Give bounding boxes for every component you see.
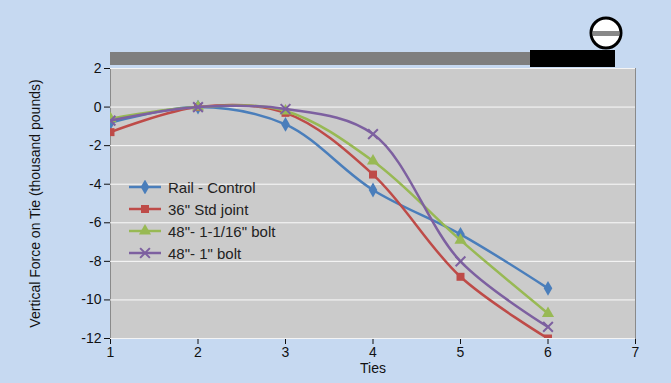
html-text:48"- 1-1/16" bolt: 48"- 1-1/16" bolt [168,222,276,240]
svg-text:-4: -4 [89,176,102,192]
svg-text:4: 4 [369,344,377,360]
svg-text:Vertical Force on Tie (thousan: Vertical Force on Tie (thousand pounds) [27,79,43,327]
svg-text:3: 3 [282,344,290,360]
svg-text:-2: -2 [89,137,102,153]
svg-text:-8: -8 [89,253,102,269]
html-text:Rail - Control: Rail - Control [168,178,256,196]
svg-text:5: 5 [457,344,465,360]
svg-text:2: 2 [94,60,102,76]
svg-text:2: 2 [194,344,202,360]
svg-text:0: 0 [94,99,102,115]
svg-text:Ties: Ties [360,360,386,376]
html-text:36" Std joint: 36" Std joint [168,200,249,218]
svg-text:7: 7 [632,344,640,360]
svg-text:6: 6 [544,344,552,360]
svg-text:1: 1 [107,344,115,360]
svg-text:-12: -12 [81,330,101,346]
svg-text:-10: -10 [81,291,101,307]
html-text:48"- 1" bolt: 48"- 1" bolt [168,244,242,262]
svg-text:-6: -6 [89,214,102,230]
